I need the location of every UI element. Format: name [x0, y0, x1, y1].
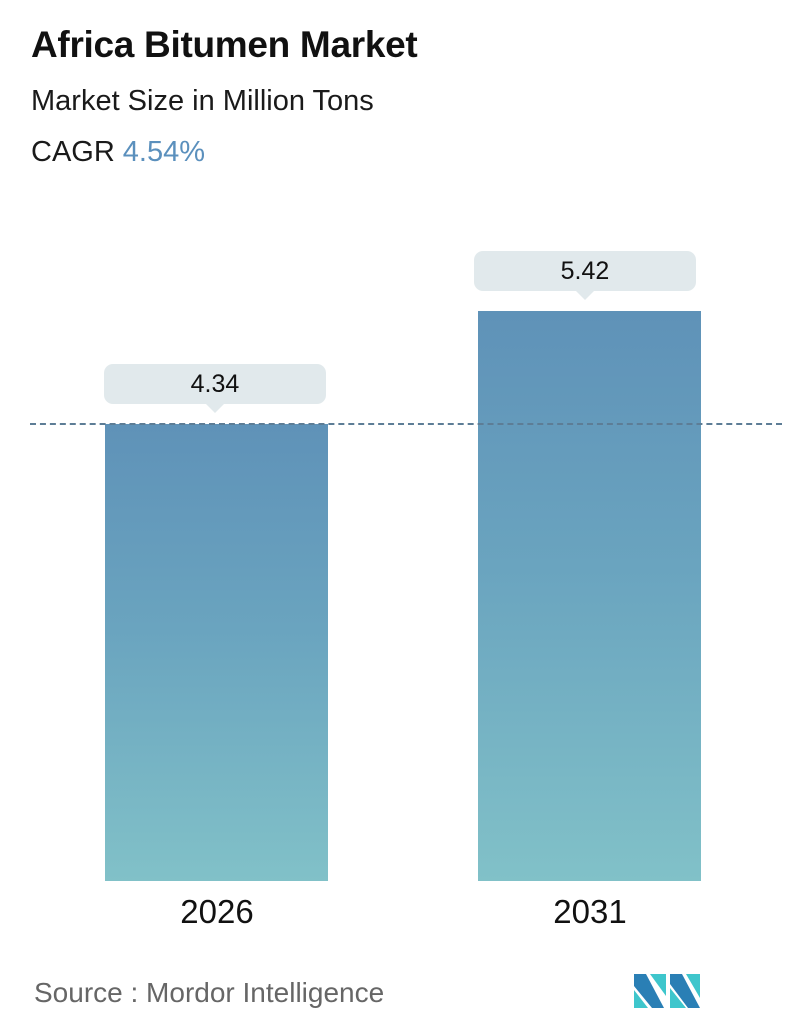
chart-subtitle: Market Size in Million Tons [31, 85, 374, 117]
x-tick-2026: 2026 [180, 893, 254, 930]
bar-2031 [478, 311, 701, 881]
value-label-2026: 4.34 [104, 364, 326, 413]
x-tick-2031: 2031 [553, 893, 627, 930]
cagr-label: CAGR [31, 136, 115, 168]
source-text: Source : Mordor Intelligence [34, 977, 385, 1008]
cagr-value: 4.54% [122, 136, 206, 168]
bar-2026 [105, 424, 328, 881]
value-label-2031: 5.42 [474, 251, 696, 300]
chart-title: Africa Bitumen Market [31, 24, 418, 65]
cagr-line: CAGR 4.54% [31, 136, 205, 169]
reference-dashed-line [30, 423, 782, 425]
mordor-intelligence-logo-icon [634, 974, 700, 1008]
